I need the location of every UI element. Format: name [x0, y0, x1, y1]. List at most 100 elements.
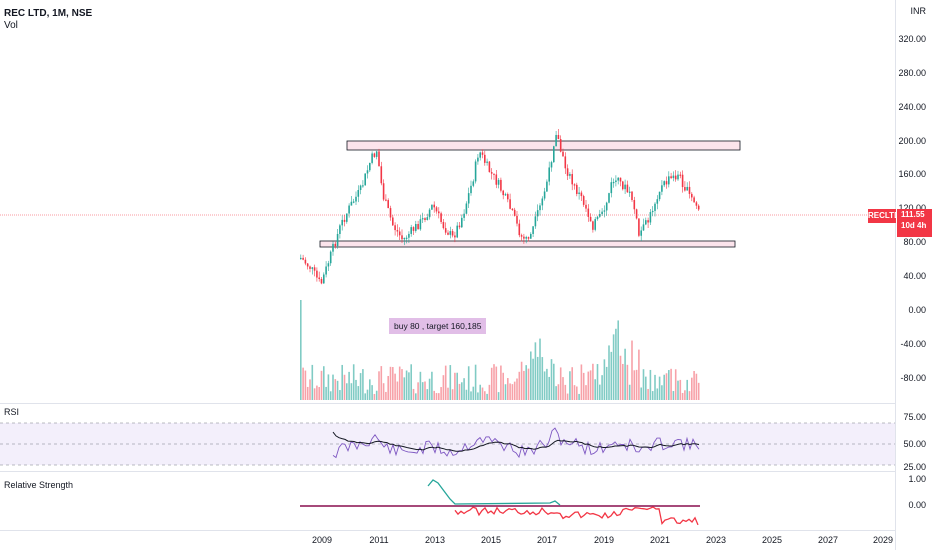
pane-separator-rs[interactable]	[0, 471, 896, 472]
volume-bar	[693, 370, 695, 400]
volume-bar	[398, 366, 401, 400]
candle-body	[318, 277, 320, 279]
volume-bar	[300, 300, 302, 400]
candle-body	[306, 263, 309, 267]
candle-body	[405, 237, 408, 239]
volume-bar	[527, 368, 530, 400]
candle-body	[438, 211, 440, 214]
candle-body	[640, 230, 642, 236]
volume-bar	[339, 390, 341, 400]
volume-bar	[318, 387, 320, 400]
volume-bar	[559, 367, 562, 400]
candle-body	[339, 225, 341, 234]
volume-bar	[557, 384, 560, 400]
candle-body	[477, 157, 479, 162]
volume-bar	[546, 368, 548, 400]
candle-body	[369, 162, 371, 171]
volume-bar	[456, 372, 458, 400]
price-tick: -80.00	[900, 373, 926, 383]
volume-bar	[587, 371, 590, 400]
candle-body	[362, 185, 364, 187]
volume-bar	[628, 384, 631, 400]
candle-body	[642, 224, 645, 231]
candle-body	[557, 134, 560, 140]
symbol-title[interactable]: REC LTD, 1M, NSE	[4, 8, 93, 19]
resistance-zone	[346, 140, 741, 151]
candle-body	[638, 218, 640, 236]
rs-line-negative	[454, 506, 699, 526]
volume-bar	[640, 387, 642, 400]
last-price-ticker-badge: RECLTD	[868, 209, 900, 223]
volume-bar	[472, 386, 475, 400]
volume-bar	[507, 378, 509, 400]
volume-bar	[610, 351, 613, 400]
volume-bar	[576, 386, 578, 400]
price-axis[interactable]: INR 320.00 280.00 240.00 200.00 160.00 1…	[895, 0, 932, 550]
candle-body	[382, 183, 385, 200]
rsi-line	[332, 427, 700, 459]
candle-body	[415, 224, 417, 231]
volume-bar	[619, 355, 622, 400]
candle-body	[553, 146, 555, 163]
volume-bar	[341, 364, 343, 400]
price-chart-canvas[interactable]	[0, 0, 896, 550]
volume-bar	[311, 364, 314, 400]
volume-bar	[410, 364, 412, 400]
candle-body	[481, 152, 484, 155]
volume-bar	[421, 382, 424, 400]
volume-bar	[525, 365, 527, 400]
candle-body	[398, 231, 401, 236]
candle-body	[341, 219, 343, 226]
volume-bar	[428, 378, 431, 400]
candle-body	[465, 203, 468, 214]
candle-body	[449, 231, 452, 235]
volume-bar	[580, 364, 583, 400]
candle-body	[562, 151, 564, 157]
rs-tick: 1.00	[908, 474, 926, 484]
candle-body	[520, 235, 523, 237]
volume-bar	[392, 367, 394, 400]
candle-body	[417, 224, 419, 230]
candle-body	[456, 225, 458, 238]
volume-bar	[405, 370, 408, 400]
rs-pane-title: Relative Strength	[4, 480, 74, 490]
candle-body	[582, 196, 585, 205]
candle-body	[619, 177, 622, 182]
candle-body	[458, 225, 461, 228]
candle-body	[309, 266, 311, 269]
candle-body	[599, 214, 601, 217]
volume-bar	[417, 382, 419, 400]
candle-body	[672, 175, 675, 179]
pane-separator-rsi[interactable]	[0, 403, 896, 404]
candle-body	[543, 191, 546, 199]
time-tick: 2009	[311, 535, 333, 545]
candle-body	[327, 263, 330, 267]
rsi-chart[interactable]	[0, 403, 896, 471]
volume-bar	[645, 376, 647, 400]
volume-bar	[500, 365, 502, 400]
volume-bar	[578, 393, 580, 400]
volume-bar	[401, 369, 403, 400]
candle-body	[461, 217, 463, 228]
rsi-tick: 75.00	[903, 412, 926, 422]
bar-countdown: 10d 4h	[901, 221, 927, 230]
volume-bar	[387, 375, 389, 400]
candle-body	[546, 181, 548, 192]
candle-body	[394, 225, 396, 231]
candle-body	[389, 208, 392, 218]
volume-bar	[493, 364, 495, 400]
rs-chart[interactable]	[0, 471, 896, 531]
volume-bar	[481, 387, 484, 400]
volume-bar	[332, 374, 334, 400]
volume-bar	[444, 365, 447, 400]
rs-tick: 0.00	[908, 500, 926, 510]
candle-body	[502, 190, 504, 196]
volume-bar	[661, 385, 663, 400]
currency-label: INR	[910, 6, 927, 16]
time-tick: 2017	[536, 535, 558, 545]
trade-annotation[interactable]: buy 80 , target 160,185	[389, 318, 487, 334]
volume-bar	[622, 363, 624, 400]
candle-body	[421, 218, 424, 220]
candle-body	[428, 209, 431, 218]
volume-bar	[571, 367, 573, 400]
